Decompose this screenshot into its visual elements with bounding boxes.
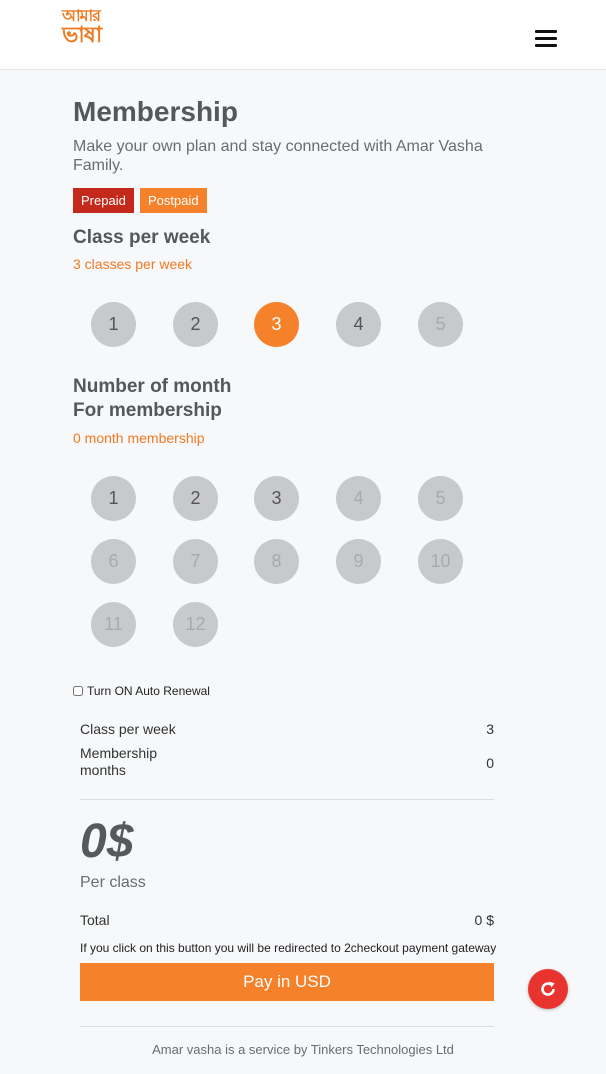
price-per-label: Per class (80, 874, 146, 891)
refresh-icon[interactable] (528, 969, 568, 1009)
top-bar: আমার ভাষা (0, 0, 606, 70)
month-option-2[interactable]: 2 (173, 476, 218, 521)
hamburger-icon[interactable] (535, 30, 557, 50)
price-amount: 0$ (80, 815, 134, 868)
month-title-line2: For membership (73, 400, 222, 421)
prepaid-tab[interactable]: Prepaid (73, 188, 134, 213)
month-note: 0 month membership (73, 430, 205, 446)
month-option-12[interactable]: 12 (173, 602, 218, 647)
total-value: 0 $ (474, 912, 494, 928)
total-label: Total (80, 912, 110, 928)
auto-renewal-checkbox[interactable] (73, 686, 83, 696)
month-title-line1: Number of month (73, 376, 232, 397)
class-per-week-title: Class per week (73, 227, 211, 248)
month-option-9[interactable]: 9 (336, 539, 381, 584)
auto-renewal-label: Turn ON Auto Renewal (87, 684, 210, 698)
logo-line1: আমার (62, 6, 101, 25)
summary-months-label-line1: Membership (80, 745, 158, 761)
summary-months-label: Membership months (80, 745, 157, 779)
class-option-5[interactable]: 5 (418, 302, 463, 347)
postpaid-tab[interactable]: Postpaid (140, 188, 207, 213)
pay-in-usd-button[interactable]: Pay in USD (80, 963, 494, 1001)
summary-class-label: Class per week (80, 721, 176, 737)
summary-months-value: 0 (486, 755, 494, 771)
auto-renewal-option[interactable]: Turn ON Auto Renewal (73, 684, 210, 698)
month-option-8[interactable]: 8 (254, 539, 299, 584)
month-option-7[interactable]: 7 (173, 539, 218, 584)
summary-class-value: 3 (486, 721, 494, 737)
class-per-week-note: 3 classes per week (73, 256, 193, 272)
page-title: Membership (73, 96, 238, 127)
footer-divider (80, 1026, 494, 1027)
month-option-4[interactable]: 4 (336, 476, 381, 521)
redirect-note: If you click on this button you will be … (80, 941, 497, 955)
month-option-6[interactable]: 6 (91, 539, 136, 584)
footer-text: Amar vasha is a service by Tinkers Techn… (152, 1042, 454, 1057)
logo-line2: ভাষা (62, 23, 102, 48)
class-option-2[interactable]: 2 (173, 302, 218, 347)
class-option-3[interactable]: 3 (254, 302, 299, 347)
summary-divider (80, 799, 494, 800)
summary-months-label-line2: months (80, 762, 126, 778)
month-option-5[interactable]: 5 (418, 476, 463, 521)
month-option-11[interactable]: 11 (91, 602, 136, 647)
month-option-10[interactable]: 10 (418, 539, 463, 584)
class-option-1[interactable]: 1 (91, 302, 136, 347)
page-subtitle: Make your own plan and stay connected wi… (73, 138, 483, 174)
amar-vasha-logo[interactable]: আমার ভাষা (62, 8, 118, 47)
month-option-3[interactable]: 3 (254, 476, 299, 521)
class-option-4[interactable]: 4 (336, 302, 381, 347)
month-option-1[interactable]: 1 (91, 476, 136, 521)
